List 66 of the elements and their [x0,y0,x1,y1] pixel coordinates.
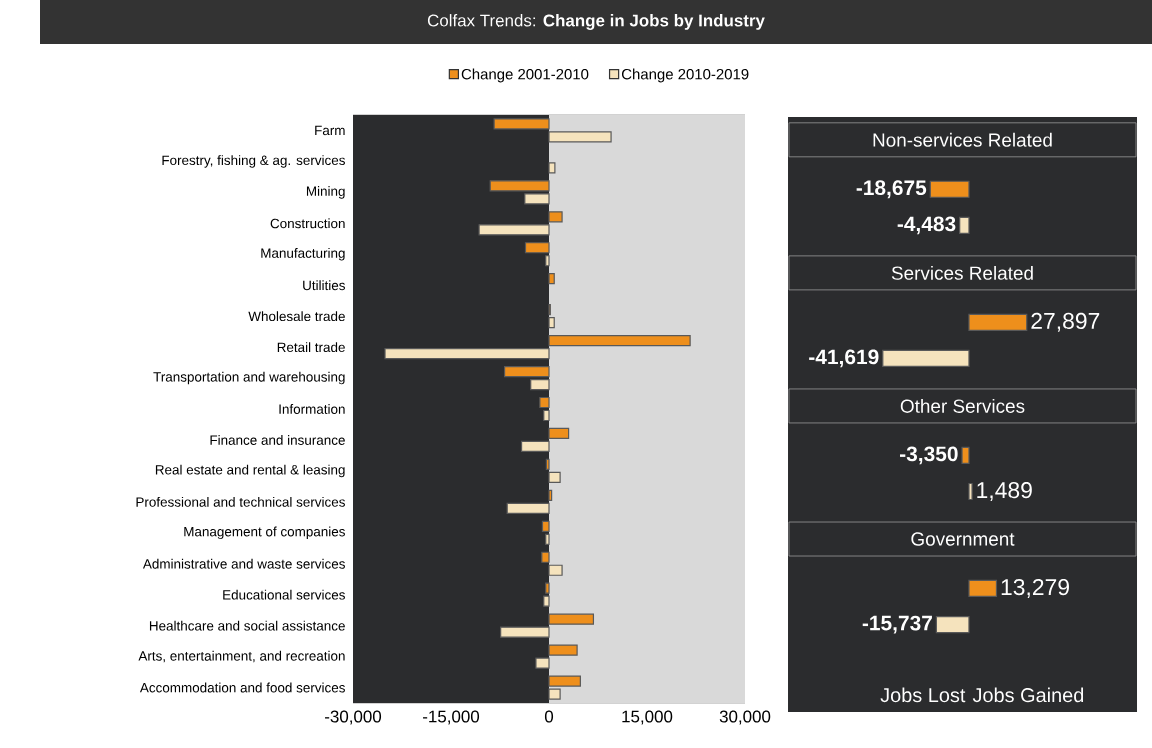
y-tick-label: Farm [315,125,345,136]
y-tick-label: Forestry, fishing & ag. services [162,155,345,168]
y-tick-label: Services Related [891,265,1033,280]
y-tick-label: Management of companies [184,526,345,540]
x-tick-label: 30,000 [719,710,771,725]
bar [548,335,691,347]
chart-title: Colfax Trends: Change in Jobs by Industry [427,14,765,30]
y-tick-label: Wholesale trade [248,311,345,322]
data-label: 1,489 [977,482,1032,501]
text: Jobs Gained [972,687,1084,703]
bar [548,211,563,223]
bar [545,255,550,267]
bar [478,224,550,236]
y-tick-label: Real estate and rental & leasing [155,464,345,478]
y-tick-label: Mining [306,186,345,199]
x-tick-label: -15,000 [423,710,480,725]
bar [539,396,550,409]
y-tick-label: Arts, entertainment, and recreation [138,650,345,663]
bar [548,427,570,440]
x-tick-label: -30,000 [325,710,382,725]
bar [548,471,561,483]
data-label: -4,483 [897,216,956,235]
bar [541,520,550,532]
y-tick-label: Information [279,404,345,414]
bar [545,582,550,594]
x-tick-label: 0 [544,710,554,723]
bar [506,502,550,514]
y-tick-label: Retail trade [277,342,345,353]
y-tick-label: Professional and technical services [136,496,345,507]
x-tick-label: 15,000 [622,710,673,725]
data-label: -15,737 [862,615,932,634]
y-tick-label: Accommodation and food services [139,682,345,693]
legend-label: Change 2001-2010 [461,68,589,83]
bar [541,551,550,563]
data-label: 13,279 [1001,578,1069,598]
bar [524,242,550,254]
legend-label: Change 2010-2019 [621,68,749,83]
y-tick-label: Administrative and waste services [142,558,345,569]
y-tick-label: Construction [270,218,345,229]
bar [520,440,550,453]
bar [530,378,550,391]
bar [545,458,550,470]
y-tick-label: Non-services Related [873,132,1052,147]
y-tick-label: Healthcare and social assistance [149,620,345,631]
data-label: -18,675 [856,180,927,199]
bar [548,162,556,174]
bar [543,595,550,607]
y-tick-label: Other Services [900,399,1025,413]
y-tick-label: Finance and insurance [210,435,345,445]
y-tick-label: Utilities [303,280,345,291]
text: Jobs Lost [880,687,966,703]
data-label: -41,619 [809,349,879,368]
data-label: -3,350 [900,446,958,465]
bar [545,533,550,545]
y-tick-label: Government [911,532,1015,546]
data-label: 27,897 [1031,312,1100,332]
bar [543,409,550,422]
y-tick-label: Manufacturing [261,247,345,261]
bar [384,348,550,360]
bar [548,273,555,285]
y-tick-label: Educational services [223,589,345,600]
bar [548,489,553,501]
bar [503,365,550,378]
bar [548,317,555,329]
y-tick-label: Transportation and warehousing [153,371,345,385]
bar [548,564,563,576]
